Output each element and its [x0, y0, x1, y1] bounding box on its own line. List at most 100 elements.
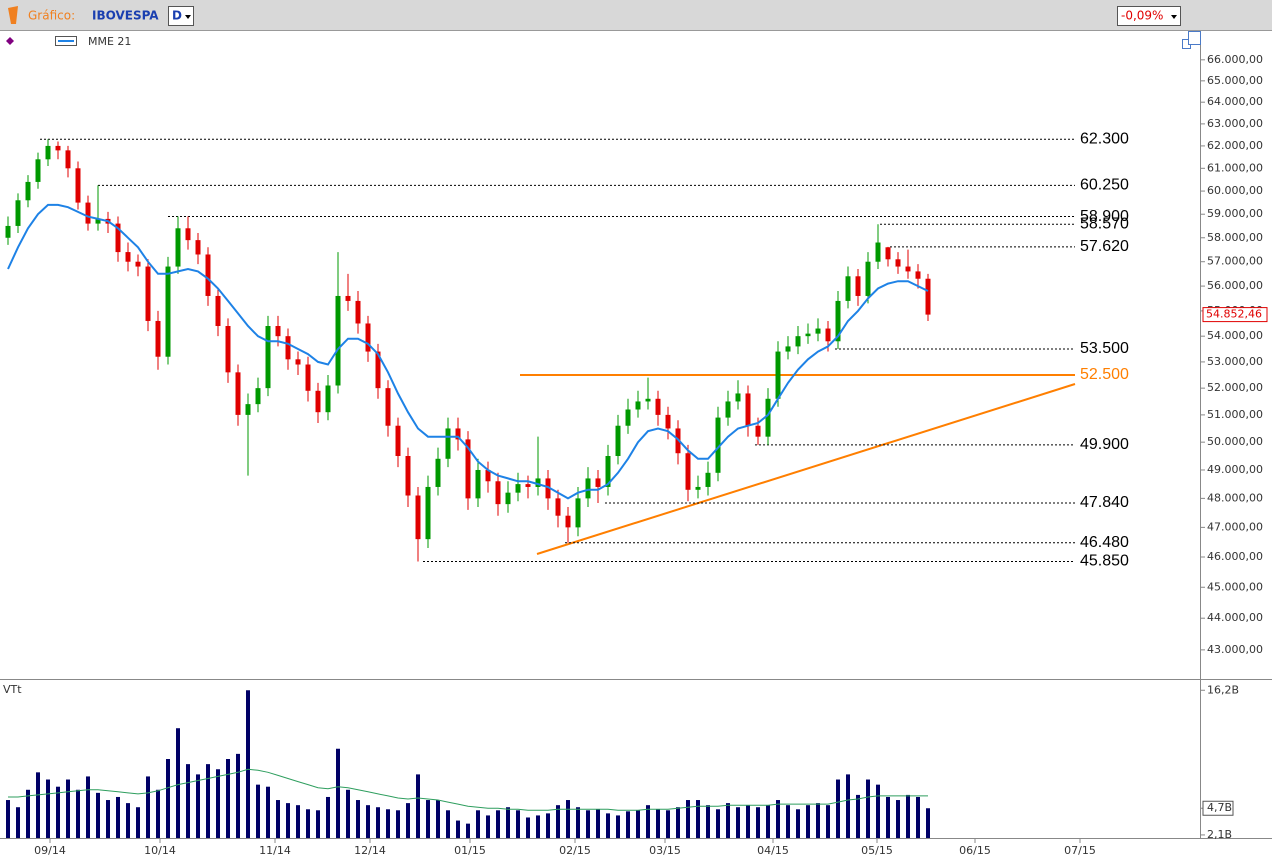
- candle-body: [205, 254, 211, 296]
- level-label: 45.850: [1080, 553, 1129, 570]
- volume-bar: [396, 810, 400, 838]
- volume-bar: [636, 810, 640, 838]
- axis-area: [1200, 31, 1272, 838]
- candle-body: [495, 481, 501, 505]
- volume-bar: [276, 800, 280, 838]
- level-label: 62.300: [1080, 130, 1129, 147]
- candle-body: [235, 372, 241, 415]
- resize-icon[interactable]: [1188, 31, 1201, 45]
- y-tick-label: 46.000,00: [1207, 550, 1263, 563]
- y-tick-label: 60.000,00: [1207, 184, 1263, 197]
- candle-body: [505, 492, 511, 505]
- candle-body: [145, 266, 151, 321]
- x-tick-label: 04/15: [757, 844, 789, 857]
- volume-bar: [236, 753, 240, 838]
- volume-bar: [76, 789, 80, 838]
- level-label: 46.480: [1080, 534, 1129, 551]
- candle-body: [865, 261, 871, 296]
- volume-bar: [726, 803, 730, 838]
- level-label: 53.500: [1080, 340, 1129, 357]
- volume-bar: [696, 800, 700, 838]
- marker-icon: [6, 37, 14, 45]
- volume-tick-label: 2,1B: [1207, 828, 1232, 841]
- volume-bar: [916, 796, 920, 838]
- volume-bar: [146, 776, 150, 838]
- volume-bar: [436, 800, 440, 838]
- volume-bar: [356, 800, 360, 838]
- volume-bar: [606, 813, 610, 838]
- symbol[interactable]: IBOVESPA: [92, 9, 159, 23]
- volume-bar: [656, 809, 660, 838]
- candle-body: [295, 359, 301, 365]
- candle-body: [815, 328, 821, 334]
- y-tick-label: 58.000,00: [1207, 231, 1263, 244]
- candle-body: [75, 168, 81, 203]
- volume-bar: [626, 811, 630, 838]
- change[interactable]: -0,09%: [1121, 9, 1163, 23]
- volume-bar: [366, 805, 370, 838]
- volume-bar: [546, 813, 550, 838]
- candle-body: [225, 326, 231, 373]
- volume-bar: [886, 796, 890, 838]
- period[interactable]: D: [172, 9, 182, 23]
- x-tick-label: 02/15: [559, 844, 591, 857]
- candle-body: [395, 425, 401, 457]
- candle-body: [925, 278, 931, 315]
- y-tick-label: 44.000,00: [1207, 611, 1263, 624]
- candle-body: [655, 398, 661, 415]
- candle-body: [165, 266, 171, 357]
- volume-bar: [226, 759, 230, 838]
- volume-bar: [326, 796, 330, 838]
- candle-body: [525, 484, 531, 487]
- level-label: 49.900: [1080, 436, 1129, 453]
- candle-body: [305, 364, 311, 391]
- y-tick-label: 54.000,00: [1207, 329, 1263, 342]
- y-tick-label: 61.000,00: [1207, 161, 1263, 174]
- volume-bar: [256, 784, 260, 838]
- volume-bar: [456, 820, 460, 838]
- candle-body: [775, 351, 781, 399]
- candle-body: [425, 486, 431, 540]
- volume-bar: [466, 823, 470, 838]
- candle-body: [115, 223, 121, 253]
- candle-body: [255, 388, 261, 405]
- volume-bar: [766, 805, 770, 838]
- candle-body: [615, 425, 621, 457]
- trend-line: [536, 383, 1076, 555]
- candle-body: [405, 456, 411, 496]
- volume-bar: [836, 779, 840, 838]
- candle-body: [125, 252, 131, 262]
- volume-bar: [246, 690, 250, 838]
- volume-tick-box: [1202, 800, 1234, 816]
- volume-bar: [826, 805, 830, 838]
- volume-bar: [446, 810, 450, 838]
- volume-bar: [576, 807, 580, 838]
- candle-body: [735, 393, 741, 402]
- candle-body: [485, 469, 491, 482]
- volume-bar: [26, 789, 30, 838]
- volume-bar: [386, 809, 390, 838]
- volume-bar: [816, 803, 820, 838]
- candle-body: [475, 469, 481, 499]
- candle-body: [55, 145, 61, 151]
- volume-bar: [156, 789, 160, 838]
- x-tick-label: 09/14: [34, 844, 66, 857]
- x-tick-label: 07/15: [1064, 844, 1096, 857]
- candle-body: [315, 390, 321, 413]
- candle-body: [5, 225, 11, 238]
- volume-bar: [6, 800, 10, 838]
- candle-body: [535, 478, 541, 487]
- change-box[interactable]: [1117, 6, 1181, 26]
- candle-body: [825, 328, 831, 342]
- dropdown-arrow: [1171, 15, 1177, 19]
- candle-body: [695, 486, 701, 490]
- period-box[interactable]: [168, 6, 194, 26]
- volume-bar: [806, 805, 810, 838]
- candle-body: [715, 417, 721, 473]
- volume-bar: [526, 817, 530, 838]
- chart-label: Gráfico:: [28, 9, 75, 23]
- last-price-box: [1202, 307, 1268, 323]
- volume-bar: [566, 800, 570, 838]
- x-tick-label: 01/15: [454, 844, 486, 857]
